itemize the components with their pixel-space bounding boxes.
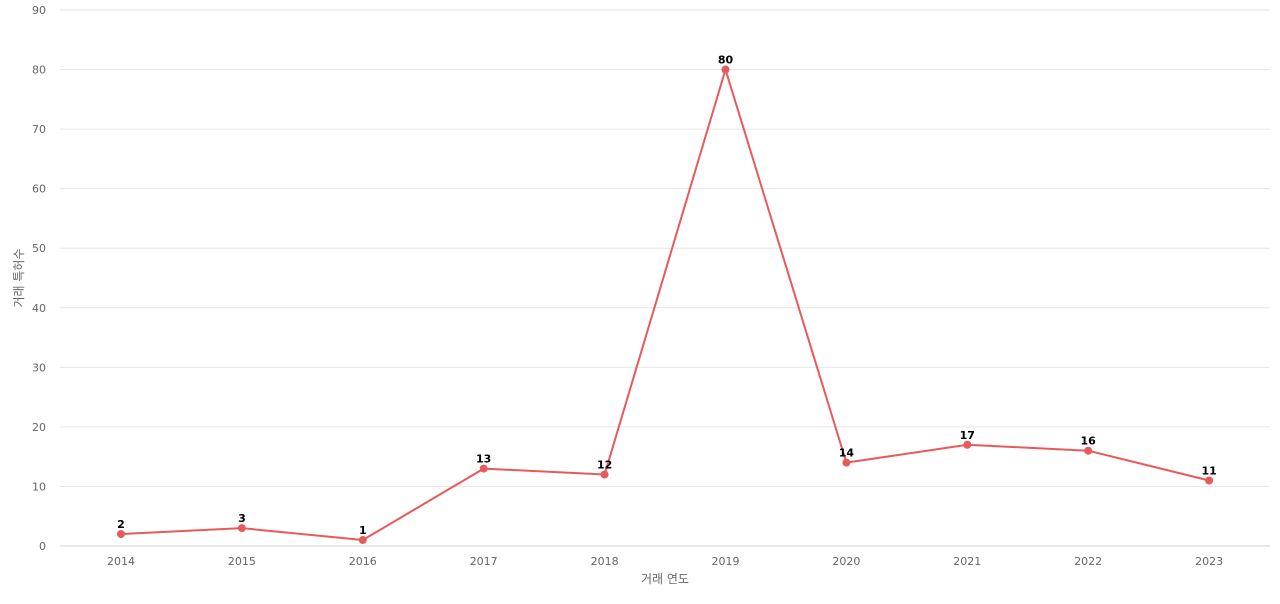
x-tick-label: 2020 xyxy=(832,555,860,568)
y-tick-label: 70 xyxy=(32,123,46,136)
y-tick-label: 0 xyxy=(39,540,46,553)
x-tick-label: 2023 xyxy=(1195,555,1223,568)
data-label: 17 xyxy=(960,429,975,442)
data-label: 13 xyxy=(476,453,491,466)
grid-layer xyxy=(60,9,1270,547)
data-point[interactable] xyxy=(237,524,246,533)
x-tick-label: 2022 xyxy=(1074,555,1102,568)
y-tick-label: 30 xyxy=(32,361,46,374)
y-tick-label: 90 xyxy=(32,4,46,17)
y-tick-label: 20 xyxy=(32,421,46,434)
y-tick-label: 60 xyxy=(32,183,46,196)
data-point[interactable] xyxy=(1205,476,1214,485)
data-label: 14 xyxy=(839,447,855,460)
data-label: 3 xyxy=(238,512,246,525)
x-tick-label: 2019 xyxy=(712,555,740,568)
y-tick-label: 50 xyxy=(32,242,46,255)
data-label: 16 xyxy=(1081,435,1097,448)
data-point[interactable] xyxy=(600,470,609,479)
data-point[interactable] xyxy=(1084,446,1093,455)
x-axis-title: 거래 연도 xyxy=(641,572,689,586)
data-point[interactable] xyxy=(963,440,972,449)
series-line xyxy=(120,68,1210,542)
data-label: 1 xyxy=(359,524,367,537)
data-label: 11 xyxy=(1201,464,1216,477)
x-tick-label: 2015 xyxy=(228,555,256,568)
x-tick-label: 2016 xyxy=(349,555,377,568)
x-tick-label: 2018 xyxy=(591,555,619,568)
data-label: 12 xyxy=(597,459,612,472)
y-axis-title: 거래 특허수 xyxy=(12,248,26,307)
data-label: 80 xyxy=(718,54,734,67)
data-point[interactable] xyxy=(842,458,851,467)
data-labels: 2 3 1 13 12 80 14 17 16 11 xyxy=(117,54,1217,537)
x-tick-label: 2021 xyxy=(953,555,981,568)
data-point[interactable] xyxy=(721,65,730,74)
data-point[interactable] xyxy=(117,530,125,539)
y-tick-label: 80 xyxy=(32,64,46,77)
x-tick-label: 2017 xyxy=(470,555,498,568)
x-tick-label: 2014 xyxy=(107,555,135,568)
series-layer xyxy=(117,65,1214,545)
data-point[interactable] xyxy=(479,464,488,473)
y-tick-label: 10 xyxy=(32,480,46,493)
data-label: 2 xyxy=(117,518,125,531)
y-axis-ticks: 0 10 20 30 40 50 60 70 80 90 xyxy=(32,4,46,553)
y-tick-label: 40 xyxy=(32,302,46,315)
x-axis-ticks: 2014 2015 2016 2017 2018 2019 2020 2021 2022 2023 xyxy=(107,555,1223,568)
data-point[interactable] xyxy=(358,536,367,545)
